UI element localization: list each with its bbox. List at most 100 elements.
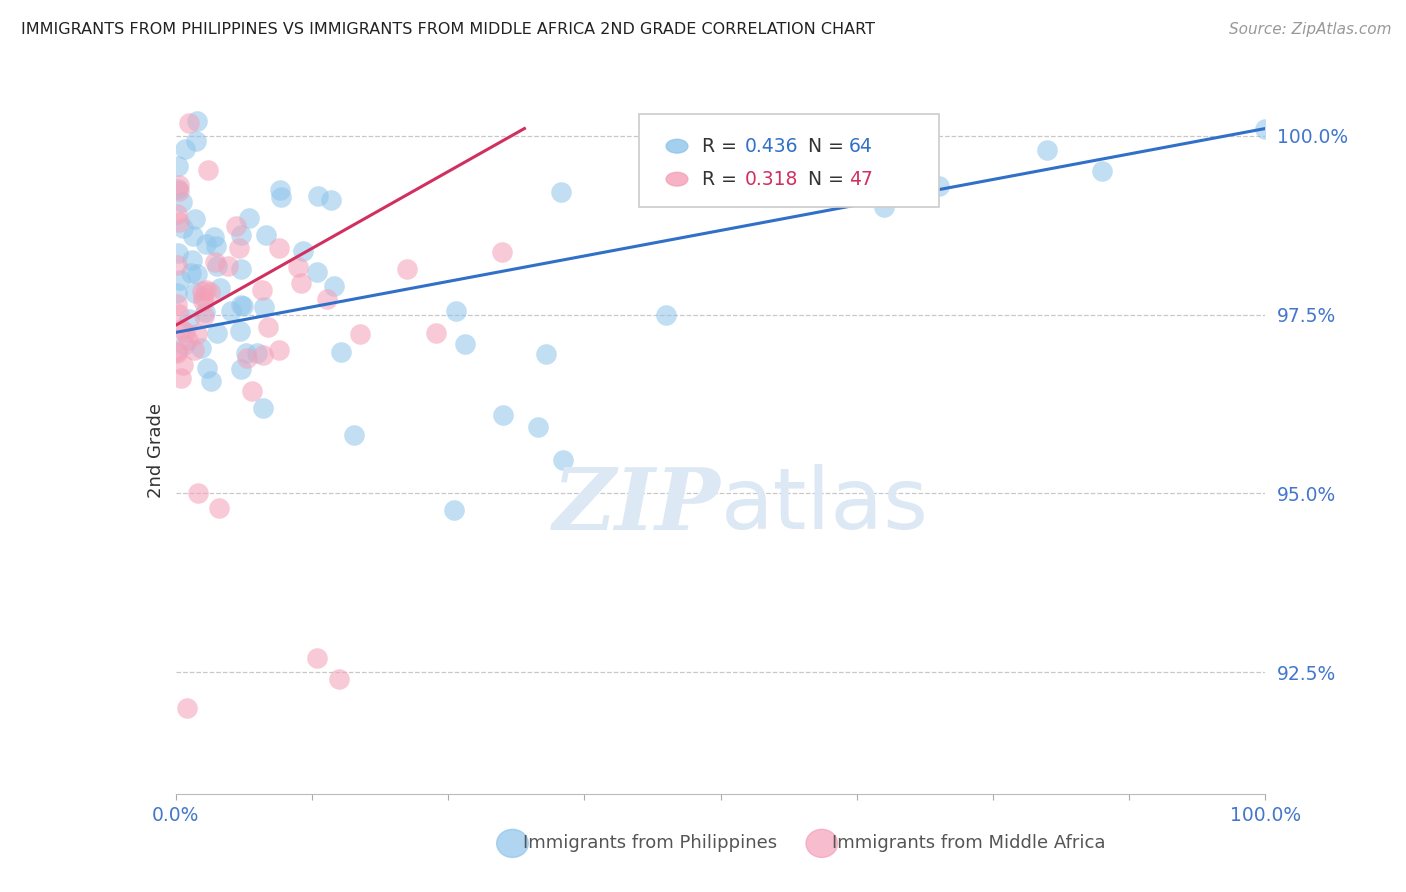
Point: [167, 178, 190, 193]
Point: [177, 312, 200, 326]
Point: [191, 290, 214, 304]
Point: [491, 409, 513, 423]
FancyBboxPatch shape: [638, 114, 939, 207]
Point: [180, 266, 202, 280]
Point: [252, 348, 274, 362]
Point: [190, 341, 212, 355]
Point: [208, 500, 231, 515]
Point: [167, 245, 190, 260]
Point: [305, 265, 328, 279]
Point: [204, 254, 226, 268]
Point: [270, 189, 292, 203]
Point: [202, 229, 225, 244]
Point: [173, 337, 195, 351]
Point: [330, 345, 353, 359]
Point: [177, 116, 200, 130]
Point: [166, 258, 188, 272]
Circle shape: [666, 172, 688, 186]
Point: [191, 294, 214, 309]
Point: [269, 343, 291, 357]
Point: [169, 273, 191, 287]
Point: [231, 298, 253, 312]
Point: [238, 211, 260, 225]
Point: [195, 283, 218, 297]
Point: [235, 351, 257, 365]
Point: [231, 362, 253, 376]
Point: [1091, 164, 1114, 178]
Point: [1036, 143, 1059, 157]
Circle shape: [666, 139, 688, 153]
Point: [873, 200, 896, 214]
Point: [287, 260, 309, 275]
Point: [166, 297, 188, 311]
Text: R =: R =: [702, 169, 742, 189]
Point: [343, 428, 366, 442]
Circle shape: [496, 830, 529, 857]
Text: Immigrants from Philippines: Immigrants from Philippines: [523, 834, 778, 852]
Point: [246, 346, 269, 360]
Point: [193, 309, 215, 323]
Point: [291, 244, 314, 258]
Point: [166, 286, 188, 301]
Point: [205, 260, 228, 274]
Point: [307, 651, 329, 665]
Point: [290, 276, 312, 290]
Point: [194, 305, 217, 319]
Point: [183, 212, 205, 227]
Y-axis label: 2nd Grade: 2nd Grade: [146, 403, 165, 498]
Point: [225, 219, 247, 233]
Point: [536, 347, 558, 361]
Point: [257, 320, 280, 334]
Point: [655, 308, 678, 322]
Text: ZIP: ZIP: [553, 464, 721, 547]
Text: Immigrants from Middle Africa: Immigrants from Middle Africa: [832, 834, 1107, 852]
Point: [228, 241, 250, 255]
Point: [172, 358, 194, 372]
Point: [166, 207, 188, 221]
Point: [181, 228, 204, 243]
Point: [491, 244, 513, 259]
Point: [169, 215, 191, 229]
Point: [174, 142, 197, 156]
Point: [181, 253, 204, 268]
Text: IMMIGRANTS FROM PHILIPPINES VS IMMIGRANTS FROM MIDDLE AFRICA 2ND GRADE CORRELATI: IMMIGRANTS FROM PHILIPPINES VS IMMIGRANT…: [21, 22, 875, 37]
Point: [217, 259, 239, 273]
Point: [551, 453, 574, 467]
Text: atlas: atlas: [721, 464, 928, 547]
Point: [186, 486, 209, 500]
Point: [166, 344, 188, 359]
Point: [186, 114, 208, 128]
Point: [526, 419, 548, 434]
Point: [166, 346, 188, 360]
Point: [167, 184, 190, 198]
Point: [254, 228, 277, 243]
Point: [928, 178, 950, 193]
Point: [229, 324, 252, 338]
Point: [166, 182, 188, 196]
Text: R =: R =: [702, 136, 742, 156]
Point: [195, 361, 218, 376]
Point: [186, 267, 208, 281]
Text: 0.436: 0.436: [745, 136, 799, 156]
Point: [328, 673, 350, 687]
Text: 47: 47: [849, 169, 873, 189]
Point: [170, 370, 193, 384]
Point: [252, 401, 274, 415]
Point: [186, 326, 208, 341]
Point: [205, 238, 228, 252]
Point: [253, 300, 276, 314]
Point: [323, 279, 346, 293]
Point: [200, 374, 222, 388]
Point: [267, 241, 290, 255]
Text: 0.318: 0.318: [745, 169, 799, 189]
Point: [1254, 121, 1277, 136]
Point: [444, 304, 467, 318]
Point: [231, 262, 253, 277]
Point: [229, 227, 252, 242]
Point: [170, 322, 193, 336]
Point: [232, 299, 254, 313]
Point: [205, 326, 228, 341]
Point: [194, 237, 217, 252]
Point: [454, 337, 477, 351]
Point: [183, 343, 205, 358]
